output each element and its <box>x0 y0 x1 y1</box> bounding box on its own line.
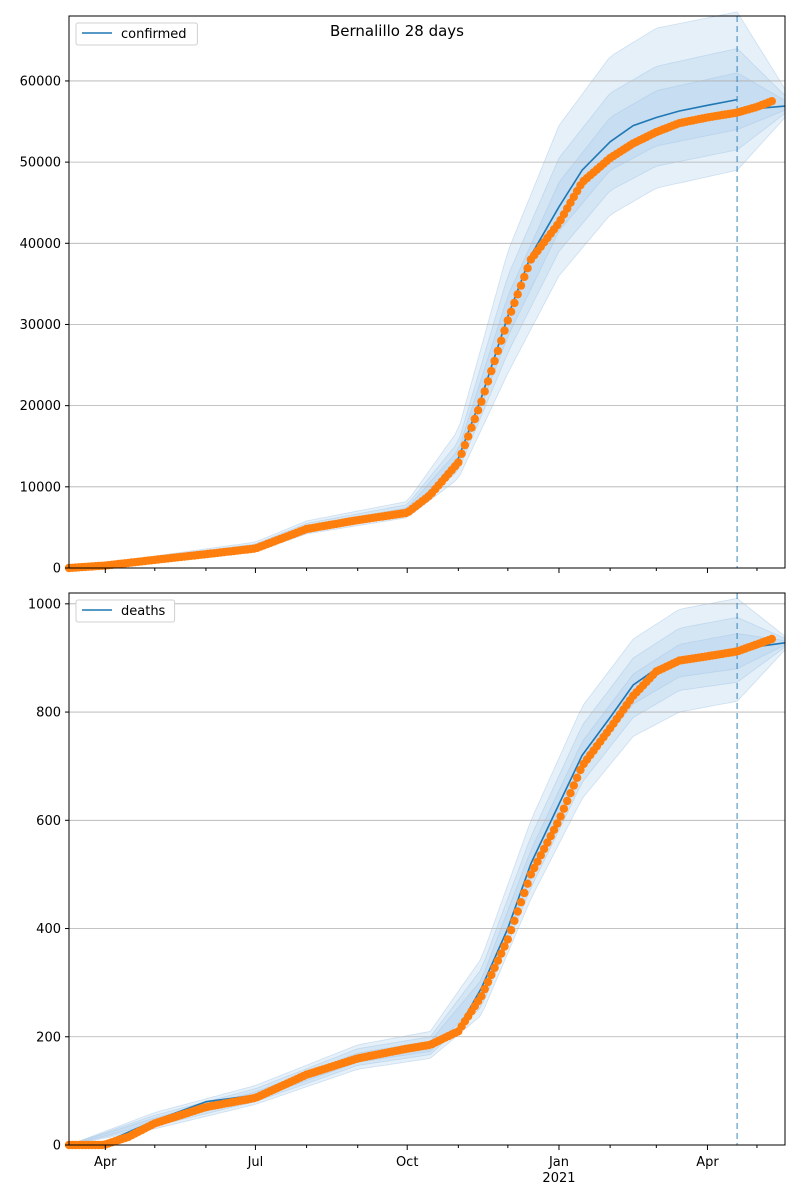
deaths-observed-point <box>546 832 555 841</box>
deaths-ytick-label: 400 <box>36 922 61 937</box>
confirmed-legend: confirmed <box>75 22 198 46</box>
deaths-observed-point <box>553 819 562 828</box>
deaths-observed-point <box>497 949 506 958</box>
confirmed-observed-point <box>497 336 506 345</box>
deaths-xtick-label: Jan <box>548 1155 569 1170</box>
confirmed-ytick-label: 40000 <box>20 237 61 252</box>
confirmed-observed-point <box>464 432 473 441</box>
confirmed-ytick-label: 10000 <box>20 480 61 495</box>
deaths-observed-point <box>569 781 578 790</box>
deaths-xtick-label: Apr <box>696 1155 719 1170</box>
deaths-observed-point <box>483 977 493 987</box>
confirmed-observed-point <box>477 397 486 406</box>
deaths-observed-point <box>506 925 516 935</box>
deaths-legend-box <box>75 599 176 623</box>
deaths-observed-point <box>516 898 526 907</box>
deaths-observed-point <box>513 907 522 916</box>
confirmed-observed-point <box>487 366 496 376</box>
deaths-y-ticks: 0 200 400 600 800 1000 <box>28 597 69 1154</box>
confirmed-observed-point <box>506 307 516 316</box>
deaths-observed-point <box>500 942 509 951</box>
deaths-gridlines <box>69 603 785 1038</box>
deaths-xtick-label: Apr <box>94 1155 117 1170</box>
confirmed-ytick-label: 0 <box>53 562 61 577</box>
deaths-observed-point <box>477 992 486 1001</box>
deaths-observed-point <box>523 879 532 888</box>
deaths-observed-point <box>767 634 776 644</box>
confirmed-observed-point <box>510 298 519 308</box>
confirmed-observed-point <box>513 290 522 299</box>
deaths-observed-point <box>526 870 536 879</box>
deaths-legend: deaths <box>75 599 176 623</box>
confirmed-plot-frame <box>68 15 786 569</box>
confirmed-observed-point <box>473 406 483 415</box>
deaths-observed-point <box>536 851 545 860</box>
deaths-observed-point <box>543 838 552 847</box>
deaths-observed-point <box>559 804 569 813</box>
deaths-observed-point <box>566 789 575 798</box>
deaths-ytick-label: 200 <box>36 1030 61 1045</box>
confirmed-legend-box <box>75 22 198 46</box>
confirmed-observed-point <box>500 326 509 335</box>
confirmed-y-ticks: 0 10000 20000 30000 40000 50000 60000 <box>20 74 69 577</box>
deaths-ytick-label: 600 <box>36 814 61 829</box>
confirmed-gridlines <box>69 80 785 488</box>
deaths-xtick-year-label: 2021 <box>542 1171 575 1186</box>
confirmed-panel: 0 10000 20000 30000 40000 50000 60000 confirme… <box>20 11 786 577</box>
deaths-observed-point <box>533 857 542 866</box>
confirmed-observed-point <box>470 414 479 424</box>
confirmed-x-ticks <box>104 568 758 573</box>
confirmed-observed-point <box>483 377 493 386</box>
deaths-observed-point <box>493 956 503 965</box>
confirmed-observed-point <box>480 387 489 396</box>
deaths-observed-point <box>510 916 519 925</box>
deaths-xtick-label: Jul <box>247 1155 264 1170</box>
deaths-observed-point <box>530 863 539 873</box>
confirmed-observed-point <box>503 316 512 325</box>
deaths-xtick-label: Oct <box>396 1155 418 1170</box>
figure-title: Bernalillo 28 days <box>330 22 464 40</box>
deaths-ytick-label: 800 <box>36 706 61 721</box>
deaths-observed-point <box>539 844 549 854</box>
confirmed-observed-point <box>460 440 470 450</box>
deaths-observed-point <box>572 773 582 782</box>
confirmed-ytick-label: 60000 <box>20 74 61 89</box>
confirmed-observed-point <box>520 272 529 282</box>
deaths-observed-point <box>490 963 499 972</box>
confirmed-ytick-label: 20000 <box>20 399 61 414</box>
confirmed-observed-point <box>457 449 466 458</box>
confirmed-observed-point <box>767 97 776 106</box>
deaths-observed-point <box>520 888 529 898</box>
confirmed-observed-point <box>454 458 463 467</box>
confirmed-observed-point <box>523 264 532 273</box>
confirmed-legend-label: confirmed <box>121 27 187 42</box>
confirmed-observed-point <box>490 356 499 366</box>
deaths-legend-label: deaths <box>121 604 166 619</box>
deaths-observed-point <box>503 935 512 944</box>
deaths-ytick-label: 0 <box>53 1139 61 1154</box>
confirmed-observed-point <box>493 346 503 356</box>
confirmed-ytick-label: 50000 <box>20 156 61 171</box>
confirmed-observed-point <box>467 423 476 432</box>
deaths-observed-point <box>549 825 559 834</box>
deaths-observed-point <box>480 984 489 994</box>
confirmed-observed-points <box>64 97 776 573</box>
confirmed-observed-point <box>516 281 526 290</box>
deaths-observed-points <box>64 634 776 1150</box>
deaths-observed-point <box>556 812 565 821</box>
deaths-observed-point <box>563 796 572 806</box>
deaths-ytick-label: 1000 <box>28 597 61 612</box>
confirmed-ytick-label: 30000 <box>20 318 61 333</box>
deaths-plot-frame <box>68 592 786 1146</box>
deaths-observed-point <box>487 970 496 980</box>
